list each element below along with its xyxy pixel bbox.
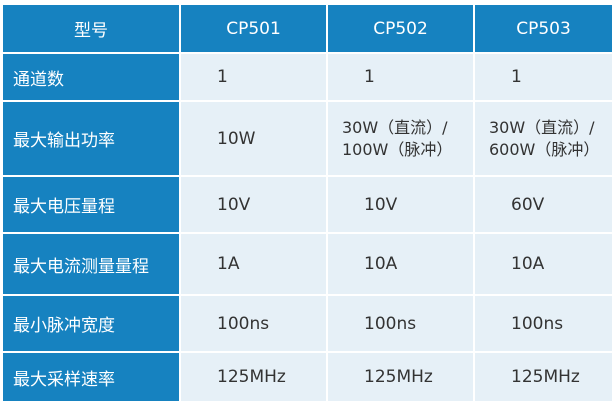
row-label: 最大输出功率 xyxy=(3,102,179,175)
table-cell: 1 xyxy=(328,54,473,100)
table-cell: 60V xyxy=(475,177,612,232)
table-row: 最大电压量程 10V 10V 60V xyxy=(3,177,612,232)
row-label: 最大电压量程 xyxy=(3,177,179,232)
table-row: 最大输出功率 10W 30W（直流）/ 100W（脉冲） 30W（直流）/ 600W（… xyxy=(3,102,612,175)
table-cell: 100ns xyxy=(181,296,326,351)
table-cell: 125MHz xyxy=(475,353,612,401)
table-row: 最大电流测量量程 1A 10A 10A xyxy=(3,234,612,294)
spec-table: 型号 CP501 CP502 CP503 通道数 1 1 1 最大输出功率 10W 30W（… xyxy=(1,3,614,403)
table-cell: 125MHz xyxy=(181,353,326,401)
table-cell: 1 xyxy=(475,54,612,100)
header-cell: 型号 xyxy=(3,5,179,52)
row-label: 通道数 xyxy=(3,54,179,100)
table-cell: 30W（直流）/ 600W（脉冲） xyxy=(475,102,612,175)
table-row: 最小脉冲宽度 100ns 100ns 100ns xyxy=(3,296,612,351)
header-cell: CP501 xyxy=(181,5,326,52)
table-cell: 10A xyxy=(328,234,473,294)
table-cell: 10W xyxy=(181,102,326,175)
table-row: 通道数 1 1 1 xyxy=(3,54,612,100)
table-cell: 10V xyxy=(181,177,326,232)
row-label: 最小脉冲宽度 xyxy=(3,296,179,351)
table-cell: 1A xyxy=(181,234,326,294)
table-cell: 1 xyxy=(181,54,326,100)
table-cell: 100ns xyxy=(475,296,612,351)
table-cell: 30W（直流）/ 100W（脉冲） xyxy=(328,102,473,175)
table-cell: 100ns xyxy=(328,296,473,351)
table-cell: 125MHz xyxy=(328,353,473,401)
table-row: 最大采样速率 125MHz 125MHz 125MHz xyxy=(3,353,612,401)
header-cell: CP503 xyxy=(475,5,612,52)
row-label: 最大电流测量量程 xyxy=(3,234,179,294)
row-label: 最大采样速率 xyxy=(3,353,179,401)
table-cell: 10V xyxy=(328,177,473,232)
header-cell: CP502 xyxy=(328,5,473,52)
header-row: 型号 CP501 CP502 CP503 xyxy=(3,5,612,52)
table-cell: 10A xyxy=(475,234,612,294)
